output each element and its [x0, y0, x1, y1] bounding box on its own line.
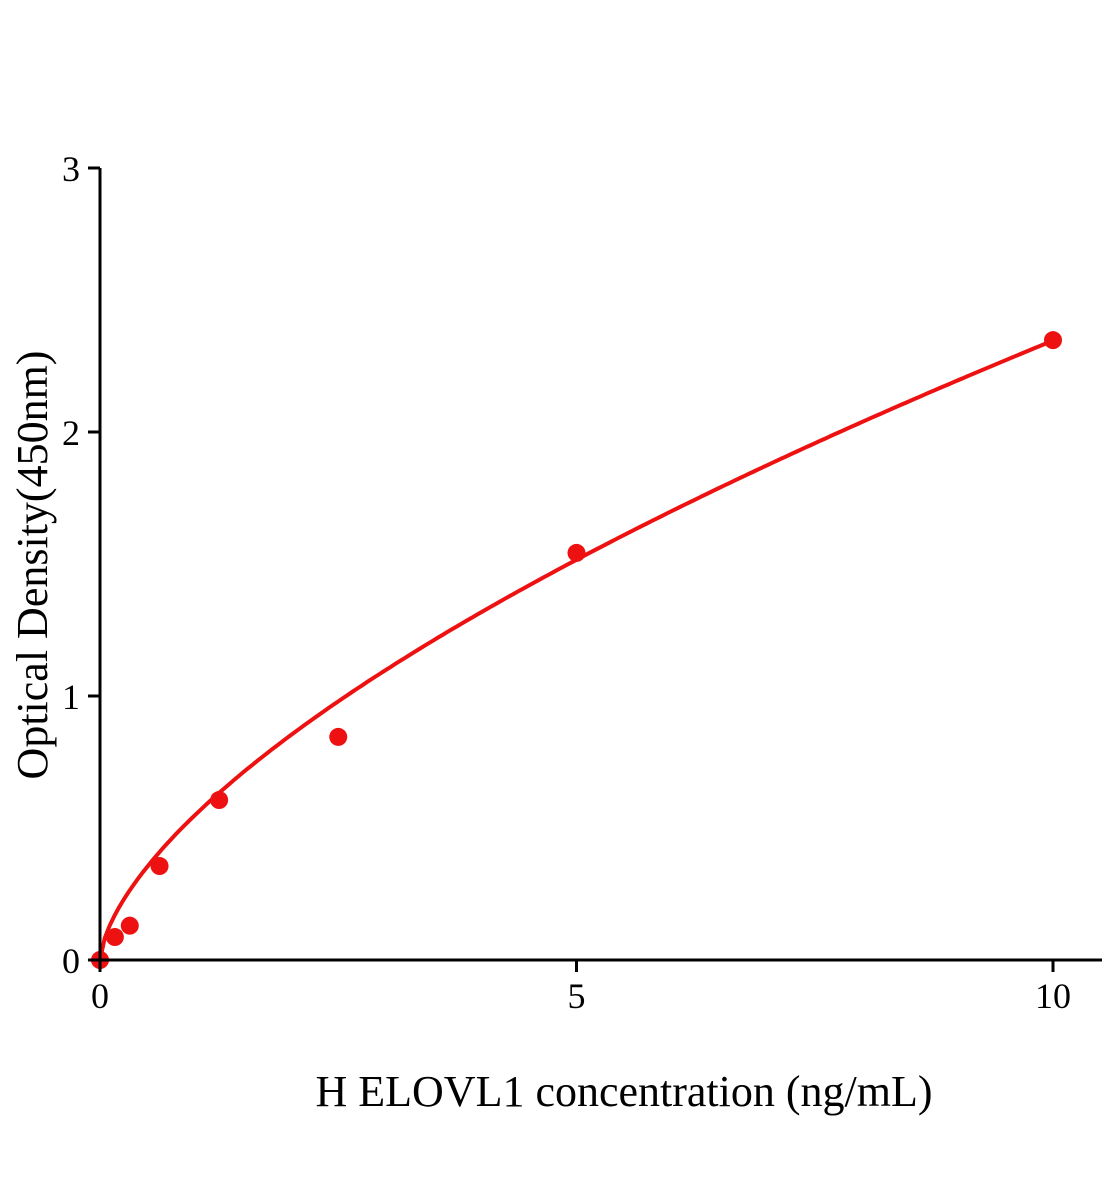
fit-curve [98, 338, 1054, 961]
x-axis-title: H ELOVL1 concentration (ng/mL) [315, 1067, 932, 1116]
y-tick-label: 3 [62, 149, 80, 189]
y-tick-label: 1 [62, 677, 80, 717]
y-axis-title: Optical Density(450nm) [8, 351, 57, 780]
x-tick-label: 5 [568, 976, 586, 1016]
x-tick-label: 10 [1035, 976, 1071, 1016]
y-tick-label: 0 [62, 941, 80, 981]
data-point [567, 543, 586, 562]
data-point [105, 928, 124, 947]
data-point [150, 857, 169, 876]
data-point [1044, 331, 1062, 350]
data-point [210, 791, 229, 810]
data-point [120, 916, 139, 935]
x-tick-label: 0 [91, 976, 109, 1016]
y-tick-label: 2 [62, 413, 80, 453]
data-point [329, 727, 348, 746]
